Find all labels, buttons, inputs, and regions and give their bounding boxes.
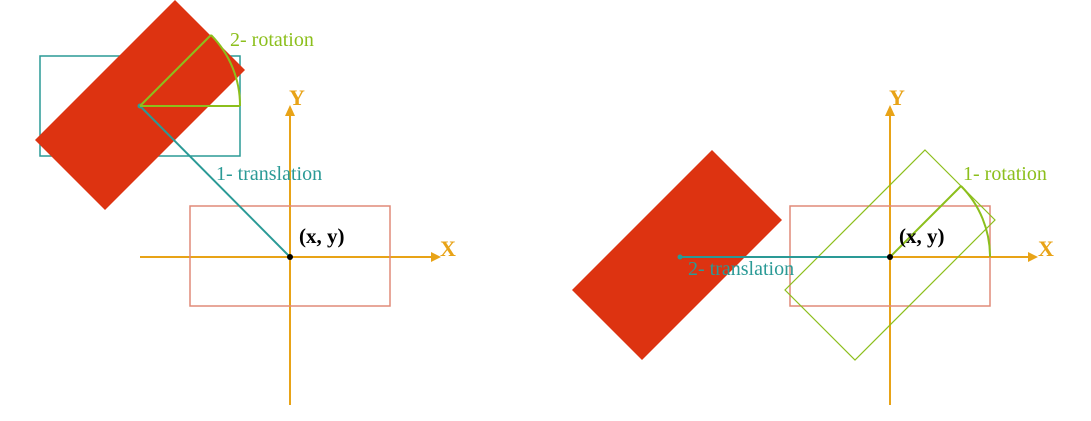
left-rotation-arc [210,34,242,107]
right-panel: Y X (x, y) 1- rotation 2- translation [572,85,1054,405]
right-x-arrowhead [1028,252,1038,262]
right-y-arrowhead [885,105,895,116]
left-point-label: (x, y) [299,224,345,248]
right-rotation-indicator [889,185,992,258]
left-y-arrowhead [285,105,295,116]
right-point-label: (x, y) [899,224,945,248]
left-step1-label: 1- translation [216,163,322,185]
right-final-rect [572,150,782,360]
right-y-axis-label: Y [889,85,905,110]
right-rotated-rect [784,149,996,361]
left-step2-label: 2- rotation [230,29,314,51]
left-rotation-arm-line [139,34,212,107]
right-translated-center [677,254,683,260]
left-panel: Y X (x, y) 1- translation 2- rotation [35,0,456,405]
left-rotation-indicator [139,34,242,107]
left-origin-point [287,254,293,260]
left-y-axis-label: Y [289,85,305,110]
right-step2-label: 2- translation [688,258,794,280]
right-rotation-arc [960,185,992,258]
left-x-axis-label: X [440,236,456,261]
left-original-rect [189,205,391,307]
right-x-axis-label: X [1038,236,1054,261]
right-step1-label: 1- rotation [963,163,1047,185]
left-translation-vector [139,105,291,258]
left-x-arrowhead [431,252,441,262]
left-axes: Y X [140,85,456,405]
right-rotation-arm-line [889,185,962,258]
right-axes: Y X [740,85,1054,405]
right-origin-point [887,254,893,260]
